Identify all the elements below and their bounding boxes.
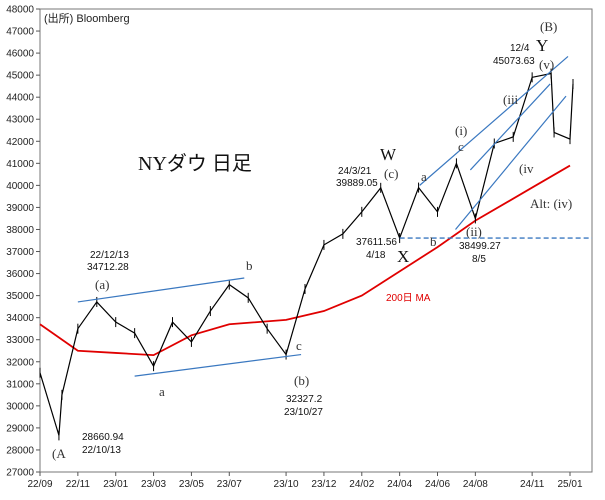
channel-mid-line <box>469 83 551 171</box>
price-line <box>39 72 574 436</box>
channel-upper-line-1 <box>77 277 245 303</box>
low-1-date: 22/10/13 <box>82 445 121 456</box>
y-tick-label: 27000 <box>6 468 34 479</box>
low-1-price: 28660.94 <box>82 432 124 443</box>
wave-iii: (iii <box>503 92 519 107</box>
peak-y-price: 45073.63 <box>493 56 535 67</box>
chart-marks <box>39 55 592 441</box>
x-tick-label: 24/04 <box>387 479 412 490</box>
wave-X: X <box>397 247 409 266</box>
low-ii-date: 8/5 <box>472 254 486 265</box>
plot-frame <box>39 8 593 473</box>
x-tick-label: 23/01 <box>103 479 128 490</box>
x-tick-label: 25/01 <box>557 479 582 490</box>
y-tick-label: 33000 <box>6 335 34 346</box>
chart-title: NYダウ 日足 <box>138 152 252 175</box>
low-ii-price: 38499.27 <box>459 241 501 252</box>
y-tick-label: 30000 <box>6 401 34 412</box>
y-tick-label: 36000 <box>6 269 34 280</box>
peak-1-price: 34712.28 <box>87 262 129 273</box>
wave-c-w: (c) <box>384 166 398 181</box>
peak-w-price: 39889.05 <box>336 178 378 189</box>
wave-b-x: b <box>430 234 437 249</box>
x-tick-label: 24/08 <box>463 479 488 490</box>
y-tick-label: 45000 <box>6 71 34 82</box>
wave-Y: Y <box>536 36 548 55</box>
y-tick-label: 41000 <box>6 159 34 170</box>
low-2-date: 23/10/27 <box>284 407 323 418</box>
y-tick-label: 31000 <box>6 379 34 390</box>
axes: 27000 28000 29000 30000 31000 32000 33000 34000… <box>6 5 593 490</box>
x-tick-label: 23/05 <box>179 479 204 490</box>
y-tick-label: 38000 <box>6 225 34 236</box>
y-tick-label: 39000 <box>6 203 34 214</box>
ma-200-line <box>39 164 571 357</box>
wave-b-lower: b <box>246 258 253 273</box>
wave-i: (i) <box>455 123 467 138</box>
x-tick-label: 24/06 <box>425 479 450 490</box>
y-tick-label: 42000 <box>6 137 34 148</box>
y-tick-label: 47000 <box>6 27 34 38</box>
alt-label: Alt: (iv) <box>530 196 572 211</box>
x-tick-label: 24/02 <box>349 479 374 490</box>
wave-iv: (iv <box>519 161 534 176</box>
x-tick-label: 22/09 <box>27 479 52 490</box>
low-x-price: 37611.56 <box>356 237 397 248</box>
y-tick-label: 43000 <box>6 115 34 126</box>
y-tick-label: 37000 <box>6 247 34 258</box>
channel-lower-line-1 <box>134 353 302 377</box>
peak-y-date: 12/4 <box>510 43 530 54</box>
wave-a-x: a <box>421 169 427 184</box>
ma-label: 200日 MA <box>386 293 431 304</box>
x-tick-label: 23/10 <box>274 479 299 490</box>
wave-B: (B) <box>540 19 557 34</box>
wave-v: (v) <box>539 57 554 72</box>
y-tick-label: 46000 <box>6 49 34 60</box>
wave-c-lower: c <box>296 338 302 353</box>
x-tick-label: 23/07 <box>217 479 242 490</box>
wave-A: (A <box>52 446 66 461</box>
x-tick-label: 24/11 <box>520 479 545 490</box>
x-tick-label: 23/12 <box>311 479 336 490</box>
source-label: (出所) Bloomberg <box>44 11 130 25</box>
y-tick-label: 32000 <box>6 357 34 368</box>
x-tick-label: 22/11 <box>66 479 91 490</box>
peak-1-date: 22/12/13 <box>90 250 129 261</box>
wave-ii: (ii) <box>466 224 482 239</box>
y-tick-label: 48000 <box>6 5 34 16</box>
x-tick-label: 23/03 <box>141 479 166 490</box>
y-tick-label: 28000 <box>6 445 34 456</box>
wave-b-paren: (b) <box>294 373 309 388</box>
y-tick-label: 40000 <box>6 181 34 192</box>
low-x-date: 4/18 <box>366 250 386 261</box>
y-tick-label: 34000 <box>6 313 34 324</box>
wave-c-x: c <box>458 139 464 154</box>
channel-upper-line-2 <box>419 55 569 186</box>
wave-a-lower: a <box>159 384 165 399</box>
wave-a-paren: (a) <box>95 277 109 292</box>
channel-lower-line-2 <box>455 95 567 230</box>
y-tick-label: 35000 <box>6 291 34 302</box>
y-tick-label: 44000 <box>6 93 34 104</box>
y-tick-label: 29000 <box>6 423 34 434</box>
wave-W: W <box>380 145 397 164</box>
peak-w-date: 24/3/21 <box>338 166 372 177</box>
low-2-price: 32327.2 <box>286 394 323 405</box>
